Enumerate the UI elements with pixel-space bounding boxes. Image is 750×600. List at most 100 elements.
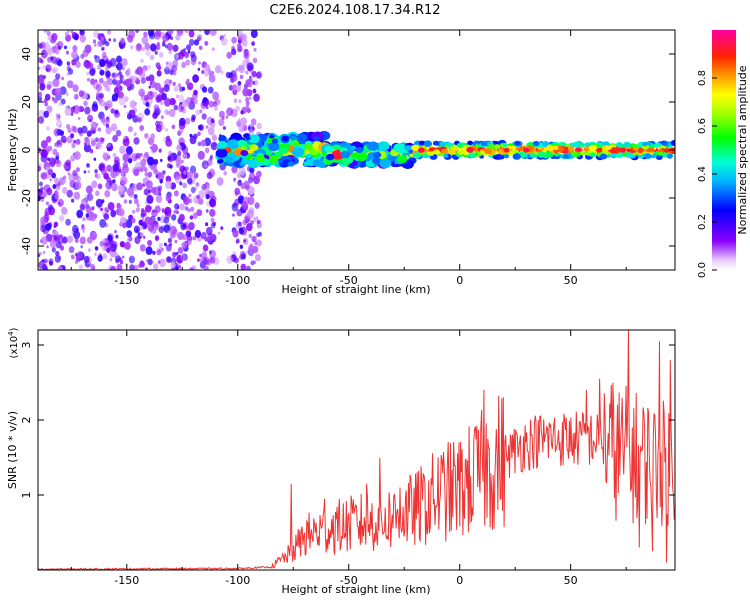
spectrogram-cell: [55, 73, 61, 80]
spectrogram-cell: [222, 126, 226, 130]
y-tick-label: 20: [20, 95, 33, 109]
spectrogram-cell: [112, 79, 117, 85]
spectrogram-cell: [247, 186, 255, 195]
y-tick-label: -20: [20, 189, 33, 207]
spectrogram-cell: [451, 154, 457, 159]
spectrogram-cell: [238, 221, 242, 227]
spectrogram-cell: [71, 198, 75, 203]
spectrogram-cell: [108, 38, 111, 42]
spectrogram-cell: [523, 147, 530, 153]
spectrogram-cell: [244, 184, 250, 191]
spectrogram-cell: [167, 30, 174, 35]
spectrogram-cell: [132, 209, 136, 214]
spectrogram-cell: [225, 115, 229, 119]
spectrogram-cell: [90, 264, 95, 270]
x-tick-label: -50: [340, 274, 358, 287]
spectrogram-cell: [39, 82, 46, 91]
spectrogram-cell: [140, 164, 146, 171]
colorbar-tick-label: 0.2: [697, 214, 708, 230]
spectrogram-cell: [610, 153, 617, 158]
spectrogram-cell: [254, 241, 258, 246]
spectrogram-cell: [57, 45, 62, 51]
spectrogram-cell: [268, 155, 279, 164]
x-tick-label: -150: [114, 274, 139, 287]
spectrogram-cell: [140, 58, 144, 63]
spectrogram-cell: [169, 97, 176, 106]
spectrogram-cell: [76, 209, 84, 219]
spectrogram-cell: [82, 216, 86, 222]
spectrogram-cell: [419, 140, 425, 145]
spectrogram-cell: [480, 141, 488, 147]
spectrogram-cell: [40, 59, 44, 64]
spectrogram-cell: [126, 230, 133, 238]
spectrogram-cell: [189, 215, 194, 220]
spectrogram-cell: [533, 151, 539, 156]
spectrogram-cell: [61, 76, 64, 81]
spectrogram-cell: [197, 150, 205, 160]
spectrogram-cell: [209, 30, 217, 37]
colorbar-tick-label: 0.4: [697, 166, 708, 182]
spectrogram-cell: [248, 233, 253, 239]
spectrogram-cell: [208, 70, 214, 77]
spectrogram-cell: [86, 185, 93, 194]
spectrogram-cell: [197, 141, 202, 147]
spectrogram-cell: [503, 147, 510, 153]
spectrogram-cell: [38, 251, 42, 256]
spectrogram-cell: [65, 218, 71, 226]
spectrogram-cell: [55, 250, 60, 257]
spectrogram-cell: [251, 70, 257, 78]
spectrogram-cell: [46, 245, 49, 249]
spectrogram-cell: [197, 34, 202, 41]
spectrogram-cell: [133, 132, 137, 136]
spectrogram-cell: [74, 181, 82, 190]
spectrogram-cell: [140, 261, 145, 268]
spectrogram-cell: [38, 95, 43, 102]
spectrogram-cell: [217, 231, 221, 235]
spectrogram-cell: [176, 263, 180, 268]
spectrogram-cell: [92, 101, 98, 108]
spectrogram-cell: [120, 176, 128, 185]
spectrogram-cell: [101, 47, 104, 51]
spectrogram-cell: [235, 67, 239, 72]
spectrogram-cell: [59, 86, 67, 95]
spectrogram-cell: [480, 150, 486, 155]
spectrogram-cell: [249, 75, 252, 79]
spectrogram-cell: [623, 141, 631, 148]
spectrogram-cell: [167, 230, 171, 234]
spectrogram-cell: [226, 255, 233, 264]
spectrogram-cell: [61, 206, 68, 215]
spectrogram-cell: [77, 116, 81, 121]
x-tick-label: 0: [456, 274, 463, 287]
spectrogram-cell: [140, 96, 144, 101]
snr-y-axis-label: SNR (10 * v/v): [6, 411, 19, 489]
spectrogram-cell: [133, 225, 140, 234]
x-tick-label: 50: [564, 574, 578, 587]
spectrogram-cell: [103, 213, 110, 221]
spectrogram-cell: [447, 142, 453, 147]
spectrogram-cell: [226, 107, 234, 117]
spectrogram-cell: [210, 222, 216, 229]
spectrogram-cell: [172, 44, 179, 52]
spectrogram-cell: [144, 42, 151, 50]
spectrogram-cell: [235, 238, 240, 244]
spectrogram-cell: [43, 98, 48, 103]
spectrogram-cell: [432, 140, 440, 146]
spectrogram-cell: [231, 73, 238, 82]
spectrogram-cell: [179, 181, 183, 186]
spectrogram-cell: [65, 92, 69, 96]
spectrogram-cell: [220, 70, 224, 75]
spectrogram-cell: [102, 253, 108, 260]
spectrogram-cell: [503, 154, 510, 159]
spectrogram-cell: [49, 178, 52, 182]
spectrogram-cell: [77, 251, 84, 259]
spectrogram-cell: [377, 141, 390, 151]
colorbar-tick-label: 0.6: [697, 118, 708, 134]
spectrogram-cell: [150, 43, 157, 52]
spectrogram-cell: [170, 261, 176, 269]
spectrogram-cell: [589, 144, 597, 151]
spectrogram-cell: [139, 125, 145, 131]
spectrogram-cell: [584, 150, 591, 156]
spectrogram-cell: [94, 43, 97, 47]
spectrogram-cell: [125, 146, 133, 155]
spectrogram-cell: [193, 172, 199, 179]
